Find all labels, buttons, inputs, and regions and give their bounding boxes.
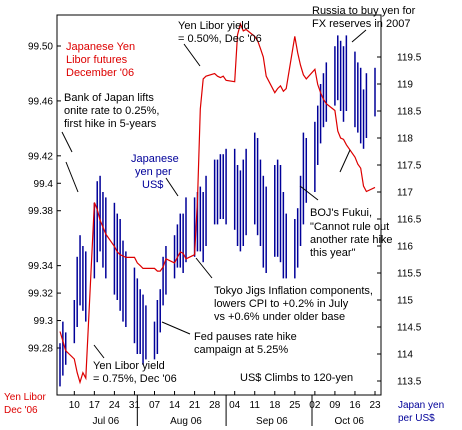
month-label: Jul 06 — [92, 416, 119, 427]
pointer-boj-lift-b — [65, 161, 79, 193]
right-axis-label-1: Japan yen — [398, 400, 444, 411]
left-tick-label: 99.38 — [28, 206, 53, 217]
annotation-tokyo: Tokyo Jigs Inflation components, lowers C… — [214, 285, 373, 323]
left-tick-label: 99.4 — [34, 179, 54, 190]
right-axis: 119.5 119 118.5 118 117.5 117 116.5 116 115.5 115… — [377, 53, 422, 388]
left-tick-label: 99.28 — [28, 344, 53, 355]
right-tick-label: 113.5 — [397, 377, 422, 388]
x-tick-label: 16 — [349, 400, 361, 411]
left-tick-label: 99.50 — [28, 42, 53, 53]
month-label: Sep 06 — [256, 416, 288, 427]
right-tick-label: 117 — [397, 188, 413, 199]
libor-series-label: Japanese Yen Libor futures December '06 — [66, 41, 135, 79]
libor-series — [59, 22, 376, 385]
annotation-pointers — [61, 29, 367, 359]
pointer-fukui — [299, 185, 319, 201]
annotation-climbs: US$ Climbs to 120-yen — [240, 372, 353, 384]
right-tick-label: 115.5 — [397, 269, 422, 280]
x-tick-label: 21 — [189, 400, 201, 411]
month-label: Oct 06 — [334, 416, 364, 427]
month-label: Aug 06 — [170, 416, 202, 427]
left-axis-label-1: Yen Libor — [4, 392, 47, 403]
annotation-boj-lift: Bank of Japan lifts onite rate to 0.25%, f… — [64, 92, 159, 130]
x-tick-label: 14 — [169, 400, 181, 411]
x-tick-label: 28 — [209, 400, 221, 411]
right-tick-label: 119.5 — [397, 53, 422, 64]
x-tick-label: 04 — [229, 400, 241, 411]
libor-line — [59, 22, 376, 385]
yen-series — [59, 35, 376, 387]
pointer-fukui-b — [339, 149, 351, 173]
x-axis: 10 17 24 31 07 14 21 28 04 11 18 25 02 09 16 23 Jul 06 Au… — [69, 391, 381, 427]
right-tick-label: 119 — [397, 80, 413, 91]
left-tick-label: 99.3 — [34, 316, 54, 327]
right-tick-label: 118.5 — [397, 107, 422, 118]
left-tick-label: 99.32 — [28, 289, 53, 300]
left-axis: 99.50 99.46 99.42 99.4 99.38 99.34 99.32 99.3 99… — [28, 42, 61, 355]
pointer-libor-075 — [93, 344, 105, 359]
pointer-yen-label — [165, 177, 179, 197]
left-axis-label-2: Dec '06 — [4, 405, 38, 416]
left-tick-label: 99.42 — [28, 151, 53, 162]
x-tick-label: 23 — [369, 400, 381, 411]
right-tick-label: 114.5 — [397, 323, 422, 334]
right-tick-label: 115 — [397, 296, 413, 307]
pointer-libor-050 — [183, 43, 201, 67]
annotation-libor-050: Yen Libor yield = 0.50%, Dec '06 — [178, 20, 262, 45]
x-tick-label: 31 — [129, 400, 141, 411]
right-tick-label: 116 — [397, 242, 413, 253]
annotation-libor-075: Yen Libor yield = 0.75%, Dec '06 — [93, 360, 177, 385]
x-tick-label: 07 — [149, 400, 161, 411]
x-tick-label: 17 — [89, 400, 101, 411]
left-tick-label: 99.46 — [28, 96, 53, 107]
pointer-fed — [161, 321, 191, 335]
annotation-fukui: BOJ's Fukui, "Cannot rule out another rate… — [310, 207, 393, 259]
yen-series-label: Japanese yen per US$ — [131, 153, 179, 191]
x-tick-label: 25 — [289, 400, 301, 411]
right-tick-label: 114 — [397, 350, 413, 361]
pointer-russia — [351, 29, 367, 43]
annotation-russia: Russia to buy yen for FX reserves in 2007 — [312, 5, 416, 30]
right-axis-label-2: per US$ — [398, 413, 435, 424]
pointer-boj-lift-a — [61, 131, 73, 153]
right-tick-label: 118 — [397, 134, 413, 145]
x-tick-label: 11 — [250, 400, 261, 411]
x-tick-label: 09 — [329, 400, 341, 411]
left-tick-label: 99.34 — [28, 261, 53, 272]
x-tick-label: 24 — [109, 400, 121, 411]
x-tick-label: 18 — [269, 400, 281, 411]
right-tick-label: 117.5 — [397, 161, 422, 172]
x-tick-label: 10 — [69, 400, 81, 411]
annotation-fed: Fed pauses rate hike campaign at 5.25% — [194, 331, 297, 356]
x-tick-label: 02 — [309, 400, 321, 411]
right-tick-label: 116.5 — [397, 215, 422, 226]
pointer-tokyo — [195, 257, 213, 279]
